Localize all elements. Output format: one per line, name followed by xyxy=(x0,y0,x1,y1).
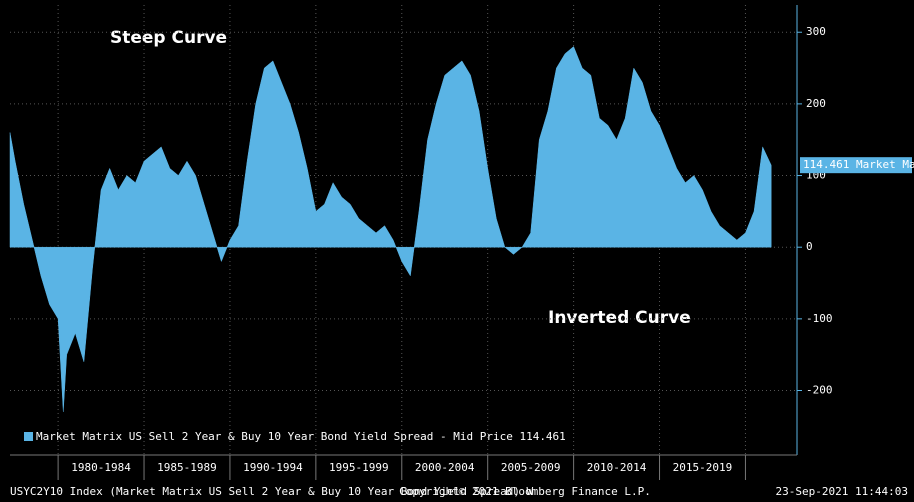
last-value-box xyxy=(800,157,912,174)
x-tick-label: 1995-1999 xyxy=(329,461,389,474)
last-value-label: 114.461 Market Ma xyxy=(803,158,914,171)
y-tick-label: 300 xyxy=(806,25,826,38)
footer-center: Copyright© 2021 Bloomberg Finance L.P. xyxy=(399,485,651,498)
legend-swatch xyxy=(24,432,33,441)
x-tick-label: 2015-2019 xyxy=(673,461,733,474)
annotation: Steep Curve xyxy=(110,28,227,48)
y-tick-label: -200 xyxy=(806,384,833,397)
y-tick-label: 200 xyxy=(806,97,826,110)
footer-right: 23-Sep-2021 11:44:03 xyxy=(776,485,908,498)
y-tick-label: 0 xyxy=(806,240,813,253)
x-tick-label: 2000-2004 xyxy=(415,461,475,474)
x-tick-label: 2005-2009 xyxy=(501,461,561,474)
legend-label: Market Matrix US Sell 2 Year & Buy 10 Ye… xyxy=(36,430,566,443)
footer-left: USYC2Y10 Index (Market Matrix US Sell 2 … xyxy=(10,485,534,498)
x-tick-label: 1990-1994 xyxy=(243,461,303,474)
y-tick-label: -100 xyxy=(806,312,833,325)
x-tick-label: 2010-2014 xyxy=(587,461,647,474)
x-tick-label: 1980-1984 xyxy=(71,461,131,474)
area xyxy=(9,46,772,413)
annotation: Inverted Curve xyxy=(548,308,691,328)
x-tick-label: 1985-1989 xyxy=(157,461,217,474)
